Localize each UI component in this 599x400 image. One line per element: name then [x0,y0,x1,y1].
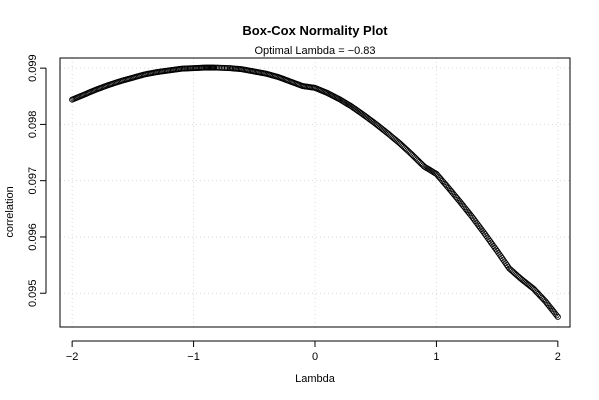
x-tick-label-1: −1 [187,351,200,363]
x-tick-label-3: 1 [433,351,439,363]
chart-title: Box-Cox Normality Plot [242,23,388,38]
y-tick-label-1: 0.096 [27,223,39,251]
y-tick-label-4: 0.099 [27,54,39,82]
x-axis-label: Lambda [295,373,336,385]
x-tick-label-2: 0 [312,351,318,363]
data-points [69,64,561,320]
chart-subtitle: Optimal Lambda = −0.83 [254,45,375,57]
x-tick-label-0: −2 [66,351,79,363]
y-tick-label-2: 0.097 [27,167,39,195]
y-tick-label-0: 0.095 [27,279,39,307]
y-axis-label: correlation [4,186,16,237]
data-point-399 [553,312,560,319]
y-tick-label-3: 0.098 [27,111,39,139]
y-axis: 0.095 0.096 0.097 0.098 0.099 [27,54,47,307]
x-tick-label-4: 2 [555,351,561,363]
data-point-400 [554,313,561,320]
x-axis: −2 −1 0 1 2 [66,340,561,363]
plot-frame [59,57,571,328]
